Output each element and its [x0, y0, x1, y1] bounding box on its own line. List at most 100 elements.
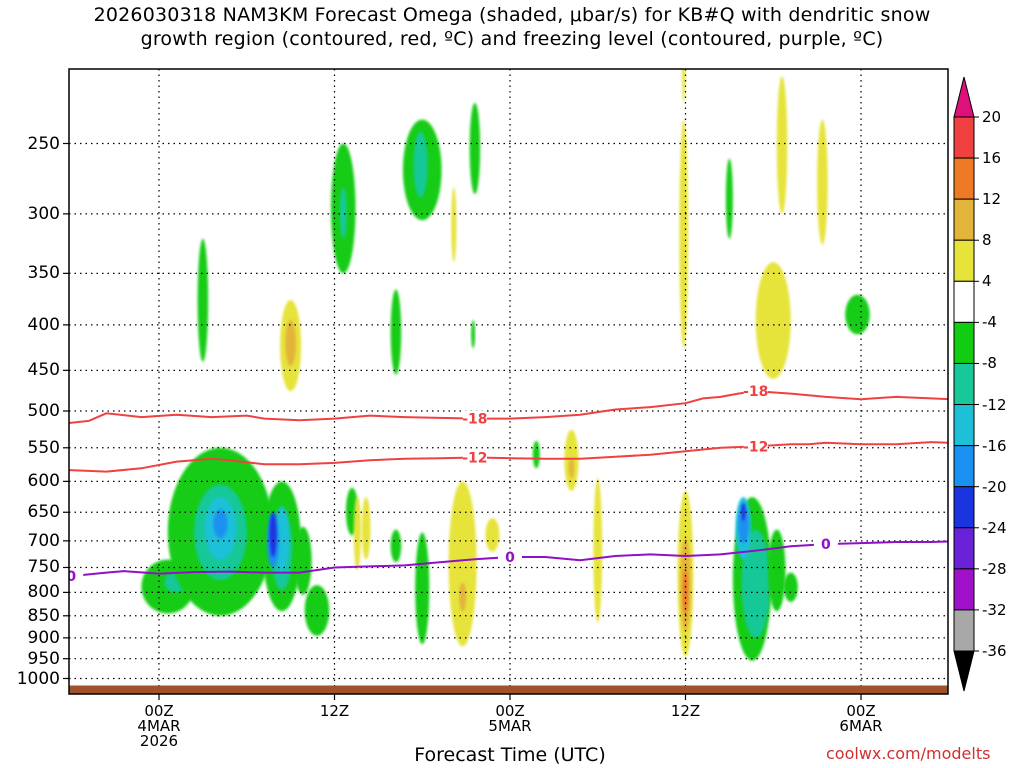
colorbar-tick-label: -8: [982, 354, 997, 373]
x-tick-label-line: 00Z: [144, 702, 174, 720]
y-tick-label: 500: [27, 401, 60, 421]
chart-title-line-1: 2026030318 NAM3KM Forecast Omega (shaded…: [93, 4, 931, 26]
colorbar-tick-label: 20: [982, 108, 1002, 126]
omega-region: [304, 585, 330, 636]
contour-label: -18: [743, 384, 768, 400]
contour-label: 0: [821, 537, 831, 553]
omega-region: [197, 238, 209, 362]
x-tick-label-line: 6MAR: [839, 717, 883, 735]
omega-region: [413, 131, 428, 198]
omega-region: [294, 526, 312, 595]
colorbar-band: [953, 157, 975, 200]
contour-label-bg: [743, 383, 768, 399]
colorbar-band: [953, 280, 975, 323]
y-tick-label: 250: [27, 133, 60, 154]
contour-label: -12: [462, 450, 487, 466]
colorbar-tick-label: -20: [982, 477, 1007, 496]
omega-region: [845, 294, 870, 335]
contour-label-bg: [462, 410, 487, 426]
x-tick-label-line: 00Z: [495, 702, 525, 720]
contour-label-bg: [498, 549, 522, 565]
contour-label-bg: [813, 536, 838, 552]
colorbar-tick-label: -32: [982, 600, 1007, 619]
omega-region: [725, 158, 733, 239]
contour-line: [69, 441, 948, 473]
omega-region: [451, 187, 457, 263]
y-tick-label: 650: [27, 502, 60, 523]
contour-label-bg: [69, 568, 84, 584]
y-tick-label: 750: [27, 557, 60, 578]
plot-frame: [68, 68, 949, 695]
y-tick-label: 450: [27, 360, 60, 381]
omega-region: [568, 458, 575, 479]
x-tick-label: 12Z: [646, 704, 726, 719]
omega-region: [783, 572, 798, 602]
omega-region: [776, 76, 788, 214]
x-tick-label-line: 12Z: [670, 702, 701, 720]
x-tick-label: 00Z 4MAR 2026: [119, 704, 199, 749]
x-tick-label-line: 12Z: [319, 702, 350, 720]
omega-region: [767, 529, 786, 612]
chart-title-line-2: growth region (contoured, red, ºC) and f…: [140, 28, 884, 50]
colorbar-tick-label: -28: [982, 559, 1007, 578]
x-tick-label-line: 4MAR: [137, 717, 181, 735]
colorbar-band: [953, 116, 975, 159]
y-tick-label: 600: [27, 471, 60, 492]
contour-label: -18: [462, 412, 487, 428]
x-tick-label-line: 5MAR: [488, 717, 532, 735]
colorbar-band: [953, 362, 975, 406]
omega-region: [755, 262, 791, 379]
contour-line: [69, 390, 948, 424]
omega-region: [339, 187, 347, 239]
colorbar-tick-label: -12: [982, 395, 1007, 414]
colorbar-top-arrow: [953, 76, 975, 118]
colorbar-tick-label: -16: [982, 436, 1007, 455]
colorbar-bottom-arrow: [953, 650, 975, 692]
colorbar-tick-label: 12: [982, 190, 1002, 209]
y-tick-label: 700: [27, 530, 60, 551]
omega-region: [459, 582, 467, 612]
omega-region: [269, 512, 277, 558]
y-tick-label: 400: [27, 314, 60, 335]
colorbar-band: [953, 239, 975, 282]
omega-region: [679, 119, 689, 349]
contour-line: [69, 540, 948, 578]
omega-region: [415, 532, 430, 645]
colorbar-band: [953, 609, 975, 652]
contour-label: -12: [743, 439, 768, 455]
colorbar-tick-label: 16: [982, 149, 1002, 168]
omega-region: [361, 497, 371, 560]
omega-region: [469, 102, 481, 195]
omega-region: [285, 320, 296, 367]
y-tick-label: 350: [27, 263, 60, 284]
colorbar-band: [953, 527, 975, 570]
colorbar-band: [953, 321, 975, 364]
omega-region: [390, 289, 402, 375]
omega-region: [738, 503, 749, 544]
omega-region: [741, 529, 770, 638]
colorbar-band: [953, 198, 975, 241]
y-tick-label: 950: [27, 648, 60, 669]
y-tick-label: 850: [27, 605, 60, 626]
omega-region: [532, 440, 540, 469]
omega-region: [353, 497, 361, 571]
contour-label: 0: [66, 569, 76, 585]
omega-region: [471, 320, 476, 349]
colorbar-tick-label: 8: [982, 231, 992, 250]
y-tick-label: 900: [27, 627, 60, 648]
x-tick-label: 00Z 6MAR: [821, 704, 901, 734]
y-tick-label: 300: [27, 203, 60, 224]
terrain-strip: [69, 685, 948, 694]
omega-region: [681, 69, 686, 103]
colorbar-band: [953, 486, 975, 529]
x-tick-label: 12Z: [295, 704, 375, 719]
contour-label-bg: [743, 438, 768, 454]
credit-link[interactable]: coolwx.com/modelts: [826, 744, 991, 763]
omega-region: [593, 478, 603, 623]
colorbar-band: [953, 445, 975, 488]
omega-region: [817, 119, 828, 245]
colorbar-band: [953, 568, 975, 611]
omega-region: [485, 518, 500, 552]
y-tick-label: 800: [27, 582, 60, 603]
